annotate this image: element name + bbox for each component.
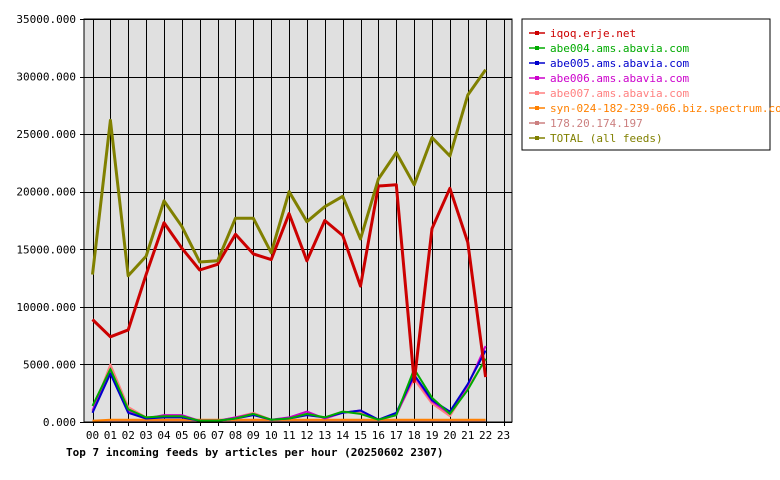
- legend-marker: [535, 121, 539, 125]
- legend-marker: [535, 106, 539, 110]
- x-tick-label: 17: [390, 429, 403, 442]
- legend-label: abe007.ams.abavia.com: [550, 87, 689, 100]
- x-tick-label: 22: [479, 429, 492, 442]
- x-tick-label: 03: [139, 429, 152, 442]
- x-tick-label: 18: [408, 429, 421, 442]
- x-tick-label: 07: [211, 429, 224, 442]
- legend-label: syn-024-182-239-066.biz.spectrum.com: [550, 102, 780, 115]
- x-tick-label: 02: [122, 429, 135, 442]
- y-tick-label: 0.000: [43, 416, 76, 429]
- x-tick-label: 01: [104, 429, 117, 442]
- x-tick-label: 14: [336, 429, 350, 442]
- x-tick-label: 21: [461, 429, 474, 442]
- x-tick-label: 06: [193, 429, 206, 442]
- y-tick-label: 25000.000: [16, 128, 76, 141]
- x-tick-label: 23: [497, 429, 510, 442]
- y-tick-label: 35000.000: [16, 13, 76, 26]
- legend-marker: [535, 46, 539, 50]
- x-tick-label: 08: [229, 429, 242, 442]
- x-tick-label: 11: [282, 429, 295, 442]
- x-tick-label: 12: [300, 429, 313, 442]
- legend-marker: [535, 76, 539, 80]
- chart-caption: Top 7 incoming feeds by articles per hou…: [66, 446, 444, 459]
- x-tick-label: 10: [265, 429, 278, 442]
- legend-label: TOTAL (all feeds): [550, 132, 663, 145]
- legend-label: abe006.ams.abavia.com: [550, 72, 689, 85]
- x-tick-label: 00: [86, 429, 99, 442]
- y-tick-label: 10000.000: [16, 301, 76, 314]
- x-tick-label: 16: [372, 429, 385, 442]
- legend: iqoq.erje.net abe004.ams.abavia.com abe005…: [521, 18, 780, 151]
- y-tick-label: 5000.000: [23, 358, 76, 371]
- series-line-7: [91, 68, 487, 278]
- y-tick-label: 15000.000: [16, 243, 76, 256]
- x-tick-label: 05: [175, 429, 188, 442]
- legend-label: iqoq.erje.net: [550, 27, 636, 40]
- legend-box: [521, 18, 771, 151]
- y-axis-ticks: 0.000 5000.000 10000.000 15000.000 20000.000…: [16, 13, 84, 429]
- legend-label: 178.20.174.197: [550, 117, 643, 130]
- x-tick-label: 19: [425, 429, 438, 442]
- legend-marker: [535, 31, 539, 35]
- x-axis-ticks: 00 01 02 03 04 05 06 07 08 09 10 11 12 13 14 15 16 17 18 19…: [86, 422, 510, 442]
- legend-items: iqoq.erje.net abe004.ams.abavia.com abe005…: [529, 27, 780, 145]
- x-tick-label: 09: [247, 429, 260, 442]
- x-tick-label: 13: [318, 429, 331, 442]
- series-line-0: [91, 183, 488, 384]
- y-tick-label: 30000.000: [16, 71, 76, 84]
- legend-marker: [535, 91, 539, 95]
- plot-border: [83, 18, 513, 423]
- legend-label: abe005.ams.abavia.com: [550, 57, 689, 70]
- x-tick-label: 04: [157, 429, 171, 442]
- x-tick-label: 15: [354, 429, 367, 442]
- legend-label: abe004.ams.abavia.com: [550, 42, 689, 55]
- x-tick-label: 20: [443, 429, 456, 442]
- legend-marker: [535, 136, 539, 140]
- series-line-5: [92, 418, 486, 422]
- plot-area: [84, 19, 512, 422]
- series-layer: [91, 68, 488, 422]
- y-tick-label: 20000.000: [16, 186, 76, 199]
- series-line-1: [91, 358, 487, 422]
- legend-marker: [535, 61, 539, 65]
